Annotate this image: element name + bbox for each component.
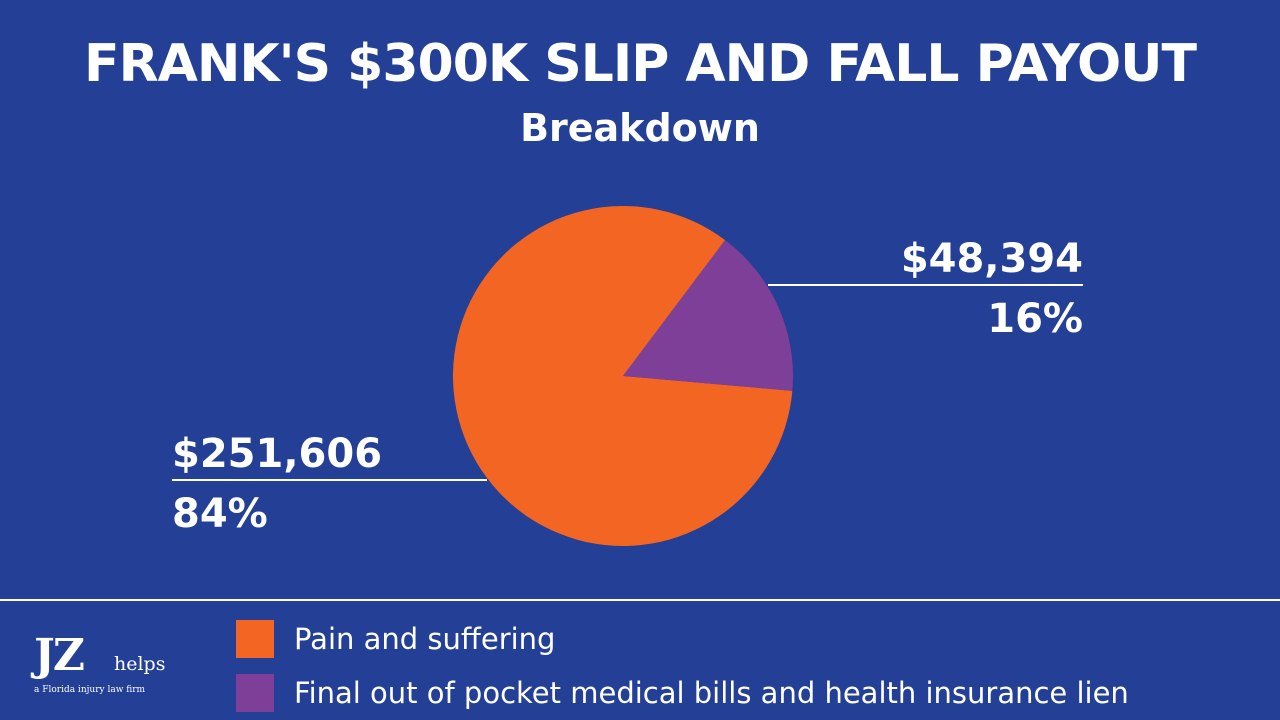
data-label-percent-pain: 84% (172, 491, 268, 537)
pie-slices (452, 205, 793, 546)
footer-divider (0, 599, 1280, 601)
logo-word: helps (114, 653, 166, 675)
data-label-value-pain: $251,606 (172, 431, 382, 477)
legend-swatch-purple (236, 674, 274, 712)
pie-slice-medical-bills (623, 240, 793, 391)
legend-swatch-orange (236, 620, 274, 658)
logo-mark: JZ (34, 630, 85, 681)
jz-helps-logo: JZ helps a Florida injury law firm (34, 632, 174, 704)
pie-chart: $48,394 16% $251,606 84% (172, 205, 1083, 546)
chart-title: FRANK'S $300K SLIP AND FALL PAYOUT (84, 34, 1197, 94)
legend-label: Final out of pocket medical bills and he… (294, 676, 1129, 710)
pie-slice-pain-and-suffering (452, 205, 793, 546)
leader-lines (172, 284, 1083, 481)
data-label-percent-medical: 16% (987, 296, 1083, 342)
chart-subtitle: Breakdown (520, 106, 760, 150)
data-label-value-medical: $48,394 (901, 236, 1083, 282)
legend-label: Pain and suffering (294, 622, 556, 656)
logo-tagline: a Florida injury law firm (34, 685, 146, 695)
data-labels: $48,394 16% $251,606 84% (172, 236, 1083, 537)
